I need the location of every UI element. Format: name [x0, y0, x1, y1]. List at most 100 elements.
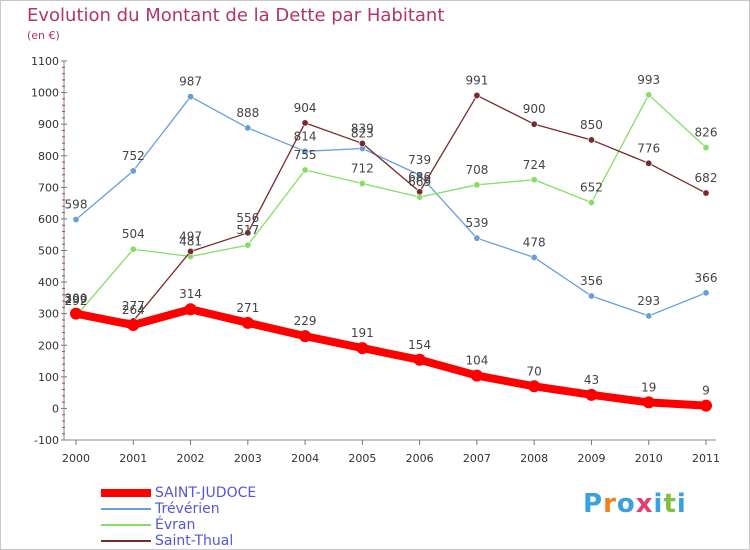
data-label: 888 — [236, 106, 259, 120]
data-label: 755 — [294, 148, 317, 162]
data-point — [356, 342, 369, 355]
series-line-saint-judoce — [72, 305, 710, 410]
x-tick-label: 2011 — [692, 452, 720, 465]
data-label: 669 — [408, 175, 431, 189]
data-point — [301, 147, 309, 155]
legend-swatch — [101, 540, 151, 542]
data-label: 104 — [465, 354, 488, 368]
y-tick-label: 300 — [38, 308, 59, 321]
data-point — [702, 144, 710, 152]
legend-item: Saint-Thual — [101, 533, 401, 549]
data-label: 299 — [65, 292, 88, 306]
data-point — [241, 316, 254, 329]
data-point — [299, 330, 312, 343]
data-point — [244, 229, 252, 237]
x-tick-label: 2003 — [234, 452, 262, 465]
data-label: 43 — [584, 373, 599, 387]
data-label: 993 — [637, 73, 660, 87]
legend-label: Saint-Thual — [155, 533, 234, 549]
data-point — [587, 198, 595, 206]
data-point — [585, 388, 598, 401]
data-label: 366 — [695, 271, 718, 285]
data-label: 598 — [65, 198, 88, 212]
data-label: 712 — [351, 162, 374, 176]
data-label: 356 — [580, 274, 603, 288]
x-tick-label: 2005 — [348, 452, 376, 465]
data-point — [530, 120, 538, 128]
data-label: 900 — [523, 102, 546, 116]
x-tick-label: 2010 — [635, 452, 663, 465]
data-label: 9 — [702, 384, 710, 398]
data-point — [358, 180, 366, 188]
y-tick-label: -100 — [34, 434, 59, 447]
x-tick-label: 2008 — [520, 452, 548, 465]
data-point — [645, 91, 653, 99]
y-tick-label: 800 — [38, 150, 59, 163]
data-point — [244, 241, 252, 249]
x-tick-label: 2009 — [577, 452, 605, 465]
data-point — [473, 234, 481, 242]
data-point — [72, 216, 80, 224]
data-label: 264 — [122, 303, 145, 317]
proxiti-logo: Proxiti — [583, 489, 687, 519]
data-point — [301, 166, 309, 174]
legend-label: Évran — [155, 517, 196, 533]
data-point — [470, 369, 483, 382]
data-label: 70 — [527, 364, 542, 378]
data-label: 517 — [236, 223, 259, 237]
data-label: 850 — [580, 118, 603, 132]
data-point — [702, 289, 710, 297]
data-label: 823 — [351, 126, 374, 140]
data-label: 682 — [695, 171, 718, 185]
data-label: 539 — [465, 216, 488, 230]
x-tick-label: 2001 — [119, 452, 147, 465]
data-label: 271 — [236, 301, 259, 315]
x-tick-label: 2004 — [291, 452, 319, 465]
data-label: 481 — [179, 235, 202, 249]
data-point — [129, 167, 137, 175]
data-point — [587, 292, 595, 300]
data-point — [528, 380, 541, 393]
data-label: 292 — [65, 294, 88, 308]
y-tick-label: 200 — [38, 339, 59, 352]
series-line-tr-v-rien — [75, 96, 707, 317]
chart-title: Evolution du Montant de la Dette par Hab… — [27, 5, 445, 26]
data-label: 708 — [465, 163, 488, 177]
chart-subtitle: (en €) — [27, 29, 60, 42]
series-line-saint-thual — [75, 94, 707, 322]
data-point — [358, 139, 366, 147]
data-label: 724 — [523, 158, 546, 172]
x-tick-label: 2006 — [406, 452, 434, 465]
y-tick-label: 100 — [38, 371, 59, 384]
x-tick-label: 2000 — [62, 452, 90, 465]
data-label: 652 — [580, 180, 603, 194]
y-tick-label: 500 — [38, 245, 59, 258]
data-point — [642, 396, 655, 409]
series-line--vran — [75, 94, 707, 317]
y-tick-label: 400 — [38, 276, 59, 289]
data-label: 478 — [523, 235, 546, 249]
data-label: 504 — [122, 227, 145, 241]
legend-item: SAINT-JUDOCE — [101, 485, 401, 501]
y-tick-label: 600 — [38, 213, 59, 226]
y-tick-label: 900 — [38, 118, 59, 131]
x-tick-label: 2007 — [463, 452, 491, 465]
data-label: 839 — [351, 121, 374, 135]
legend-label: Trévérien — [155, 501, 220, 517]
data-label: 300 — [65, 292, 88, 306]
y-tick-label: 700 — [38, 181, 59, 194]
data-point — [416, 188, 424, 196]
y-tick-label: 1100 — [31, 55, 59, 68]
legend-item: Évran — [101, 517, 401, 533]
data-label: 191 — [351, 326, 374, 340]
data-point — [473, 91, 481, 99]
data-label: 293 — [637, 294, 660, 308]
legend-swatch — [101, 524, 151, 526]
legend: SAINT-JUDOCE Trévérien Évran Saint-Thual — [101, 485, 401, 549]
data-label: 826 — [695, 126, 718, 140]
data-point — [244, 124, 252, 132]
data-label: 991 — [465, 73, 488, 87]
data-point — [416, 171, 424, 179]
data-label: 229 — [294, 314, 317, 328]
